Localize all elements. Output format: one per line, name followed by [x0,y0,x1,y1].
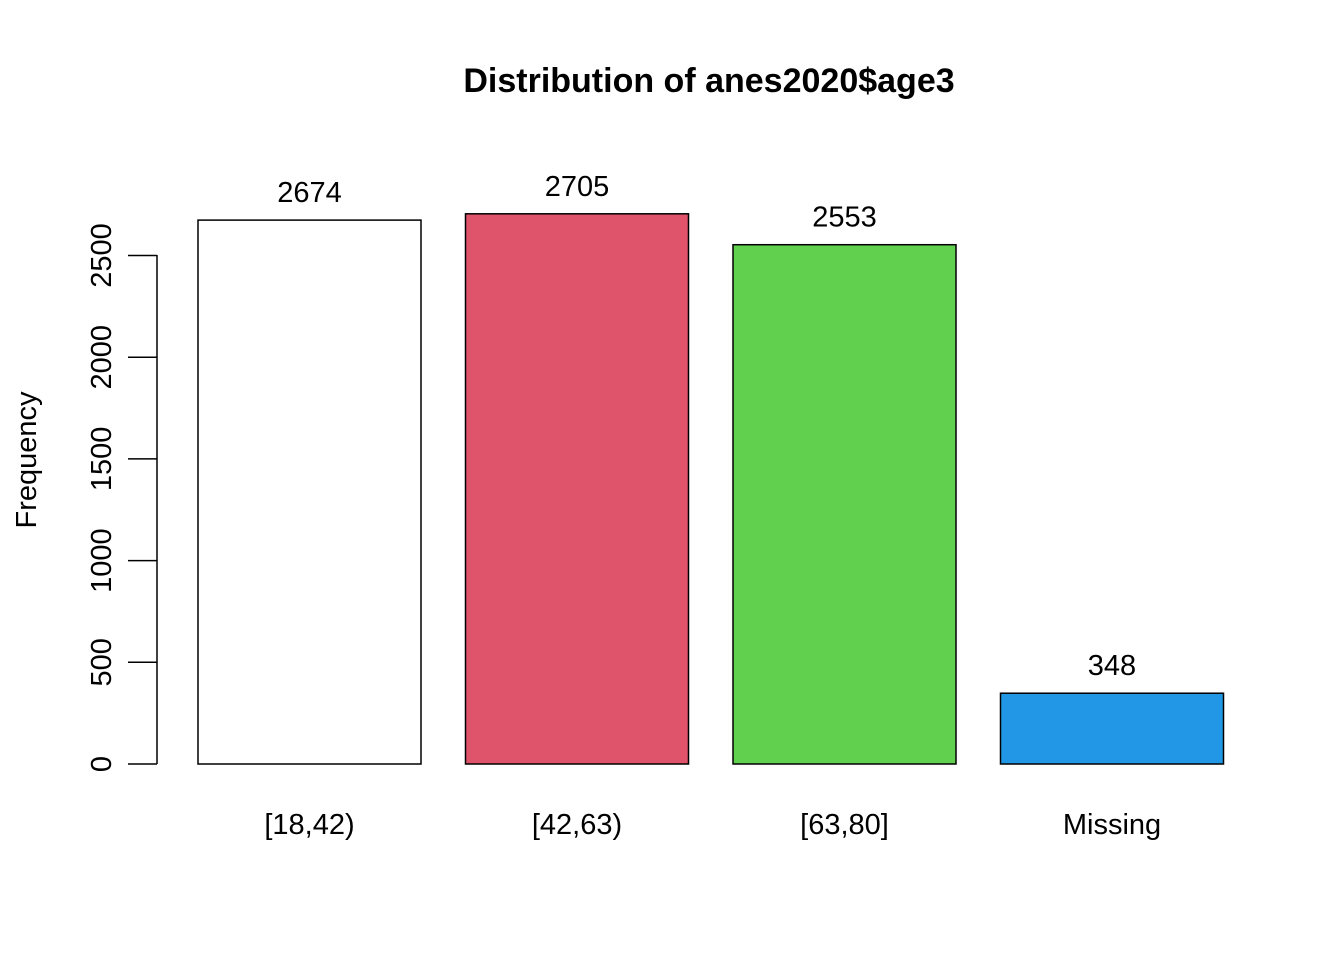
bar-value-label: 348 [1088,650,1136,682]
bar-value-label: 2705 [545,171,610,203]
y-axis-label: Frequency [11,391,43,529]
bar-value-label: 2674 [277,177,342,209]
y-tick-label: 1500 [86,427,118,492]
category-label: [63,80] [800,809,889,841]
y-axis: 0 500 1000 1500 2000 2500 [86,223,158,772]
bar [999,692,1225,765]
chart-title: Distribution of anes2020$age3 [463,62,954,100]
bar [732,243,957,765]
y-tick-label: 2500 [86,223,118,288]
category-label: Missing [1063,809,1161,841]
category-label: [18,42) [264,809,354,841]
y-tick-label: 0 [86,756,118,772]
bar [197,219,422,765]
bars [197,213,1225,765]
category-labels: [18,42) [42,63) [63,80] Missing [264,809,1161,841]
bar [464,213,690,765]
value-labels: 2674 2705 2553 348 [277,171,1136,682]
category-label: [42,63) [532,809,622,841]
y-tick-label: 500 [86,638,118,686]
bar-value-label: 2553 [812,202,877,234]
y-tick-label: 2000 [86,325,118,390]
y-tick-label: 1000 [86,528,118,593]
